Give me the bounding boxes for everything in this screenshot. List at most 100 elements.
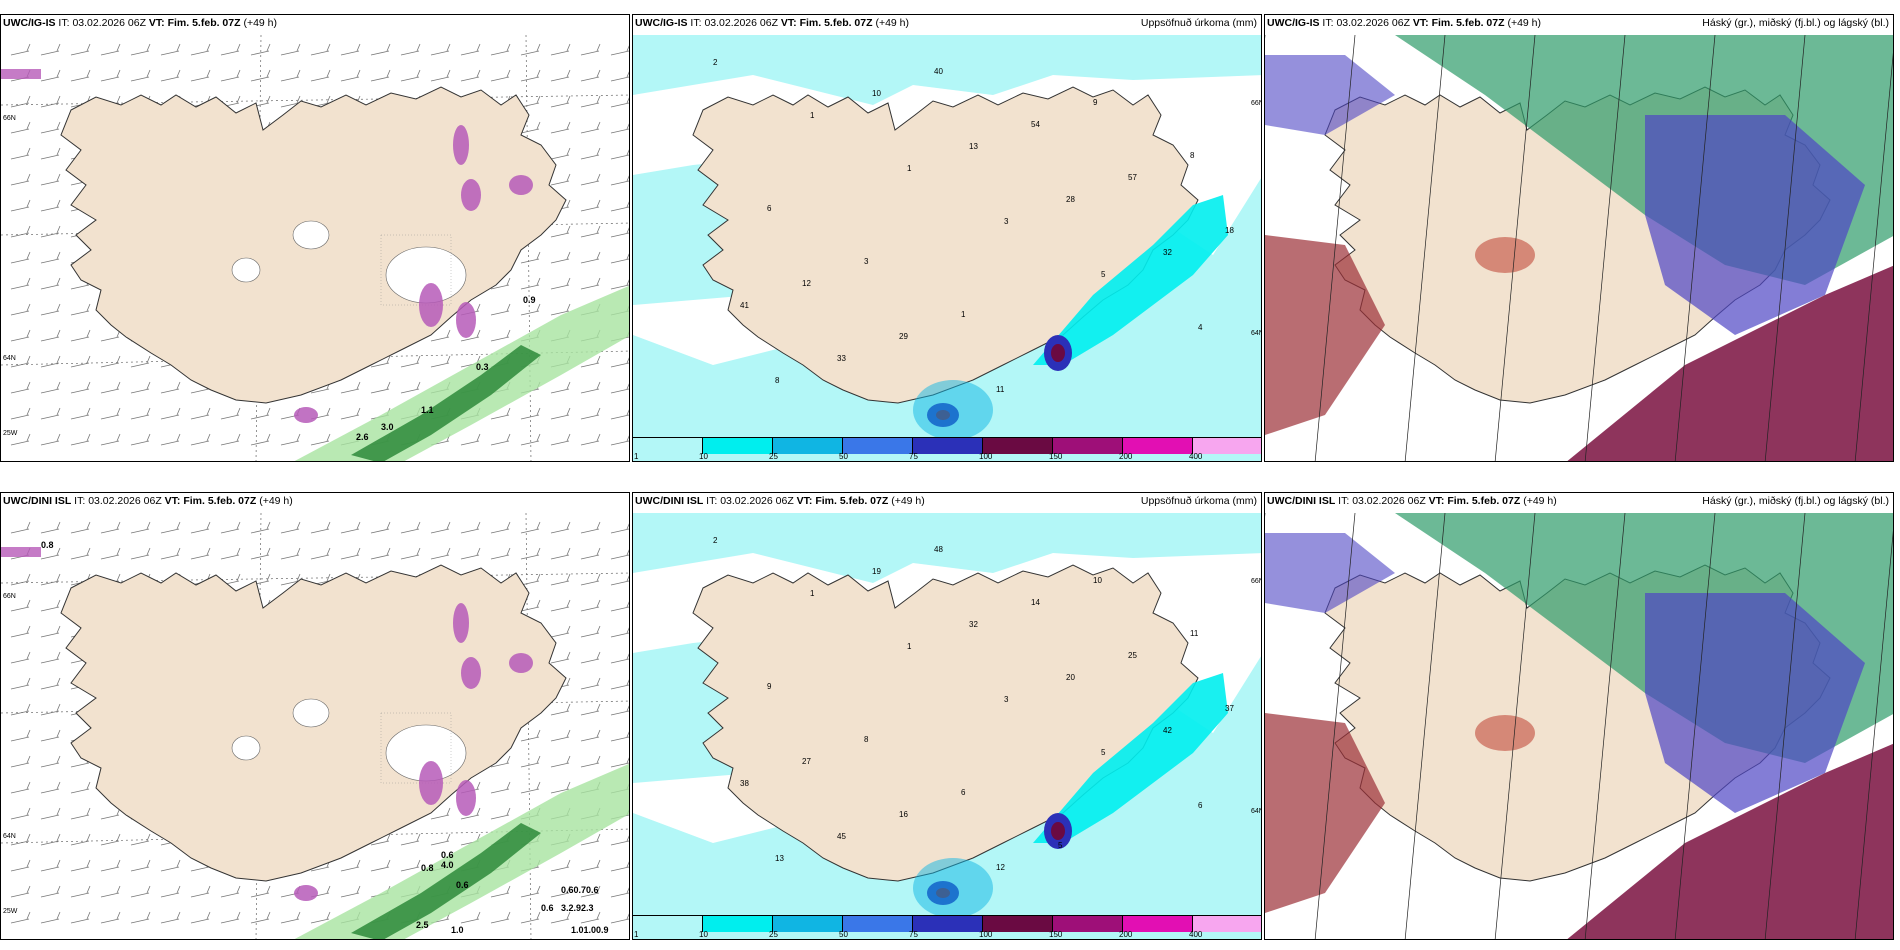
wind-barb [100,885,121,898]
snow-patch [1,69,41,79]
legend-label: 25 [769,930,778,939]
wind-barb [250,43,271,56]
wind-barb [10,407,31,420]
map-border-line [1494,35,1536,461]
mid-cloud [1645,593,1865,813]
wind-barb [520,729,541,742]
legend-colorbar [633,437,1261,454]
precip-value: 8 [864,735,869,744]
map-panel-5: UWC/DINI ISL IT: 03.02.2026 06Z VT: Fim.… [632,492,1262,940]
lead-time: (+49 h) [259,495,293,507]
wind-barb [460,329,481,342]
vt-label: VT: [780,17,797,29]
wind-value-label: 0.6 [441,850,454,860]
panel-field-title: Háský (gr.), miðský (fj.bl.) og lágský (… [1702,17,1889,29]
wind-barb [580,95,601,108]
map-canvas: 0.90.33.02.61.166N64N25W20W15W [1,35,629,461]
glacier [292,698,330,728]
wind-barb [340,547,361,560]
map-border-line [1404,513,1446,939]
snow-patch [419,283,443,327]
map-border-line [1584,35,1626,461]
panel-field-title: Uppsöfnuð úrkoma (mm) [1140,495,1257,507]
precip-zone [913,380,993,440]
wind-barb [40,121,61,134]
precip-value: 3 [1004,217,1009,226]
wind-barb [10,911,31,924]
wind-barb [100,355,121,368]
low-cloud [1265,235,1385,435]
wind-barb [580,121,601,134]
wind-barb [10,121,31,134]
wind-barb [610,71,629,82]
wind-barb [610,575,629,586]
wind-barb [310,911,331,924]
wind-barb [460,433,481,446]
wind-barb [10,755,31,768]
map-panel-6: UWC/DINI ISL IT: 03.02.2026 06Z VT: Fim.… [1264,492,1894,940]
mid-cloud [1265,55,1395,135]
precip-value: 57 [1128,173,1137,182]
legend-swatch [1123,438,1193,454]
panel-title: UWC/IG-IS IT: 03.02.2026 06Z VT: Fim. 5.… [3,17,277,29]
wind-barb [160,69,181,82]
wind-barb [610,757,629,768]
vt-label: VT: [1412,17,1429,29]
snow-patch [294,885,318,901]
precip-value: 29 [899,332,908,341]
precip-value: 3 [1004,695,1009,704]
model-name: UWC/DINI ISL [1267,495,1336,507]
precip-legend: 1 10 25 50 75 100 150 200 400 [633,437,1261,461]
wind-barb [430,355,451,368]
wind-barb [100,859,121,872]
wind-barb [160,547,181,560]
wind-barb [370,521,391,534]
wind-barb [250,521,271,534]
wind-barb [160,433,181,446]
mid-cloud [1645,115,1865,335]
wind-barb [160,911,181,924]
snow-patch [294,407,318,423]
wind-value-label: 3.2.92.3 [561,903,594,913]
precip-value: 27 [802,757,811,766]
wind-barb [190,911,211,924]
wind-barb [250,69,271,82]
wind-barb [100,69,121,82]
legend-label: 400 [1189,452,1203,461]
wind-barb [10,277,31,290]
wind-barb [550,121,571,134]
wind-barb [430,43,451,56]
wind-barb [40,573,61,586]
wind-barb [430,69,451,82]
wind-barb [550,381,571,394]
wind-barb [580,833,601,846]
wind-barb [610,45,629,56]
wind-barb [70,69,91,82]
wind-barb [10,859,31,872]
wind-barb [610,835,629,846]
panel-title: UWC/IG-IS IT: 03.02.2026 06Z VT: Fim. 5.… [635,17,909,29]
precip-value: 1 [907,642,912,651]
precip-value: 42 [1163,726,1172,735]
wind-barb [550,729,571,742]
wind-barb [520,911,541,924]
wind-barb [580,521,601,534]
precip-value: 9 [767,682,772,691]
wind-barb [520,121,541,134]
legend-label: 1 [634,452,639,461]
wind-barb [10,573,31,586]
wind-barb [10,329,31,342]
panel-title: UWC/DINI ISL IT: 03.02.2026 06Z VT: Fim.… [1267,495,1557,507]
wind-barb [10,147,31,160]
precip-value: 8 [1190,151,1195,160]
wind-barb [370,833,391,846]
wind-barb [340,381,361,394]
wind-barb [520,303,541,316]
map-border-line [1584,513,1626,939]
wind-barb [40,677,61,690]
wind-barb [490,329,511,342]
wind-barb [40,651,61,664]
glacier [292,220,330,250]
legend-label: 75 [909,930,918,939]
precip-value: 6 [961,788,966,797]
